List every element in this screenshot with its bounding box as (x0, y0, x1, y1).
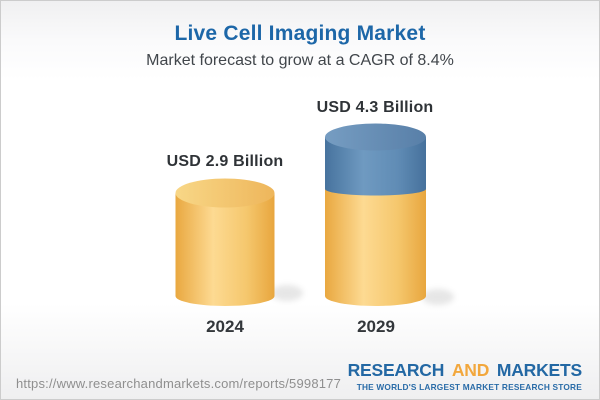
logo-word-and: AND (451, 360, 490, 380)
report-url: https://www.researchandmarkets.com/repor… (16, 376, 342, 391)
bar-2029 (325, 123, 426, 306)
value-label-2024: USD 2.9 Billion (166, 153, 284, 170)
bar-2029-shadow (422, 289, 454, 305)
bar-2024 (175, 178, 275, 306)
research-and-markets-logo: RESEARCH AND MARKETS THE WORLD'S LARGEST… (347, 360, 583, 392)
bar-2029-base-segment (325, 187, 426, 306)
bar-2029-growth-segment (325, 137, 426, 196)
logo-word-research: RESEARCH (347, 360, 445, 380)
chart-subtitle: Market forecast to grow at a CAGR of 8.4… (146, 52, 454, 69)
logo-tagline: THE WORLD'S LARGEST MARKET RESEARCH STOR… (356, 381, 582, 392)
bar-2024-shadow (271, 285, 303, 301)
bar-2024-top-face (175, 178, 275, 208)
category-label-2024: 2024 (206, 317, 244, 336)
category-label-2029: 2029 (357, 317, 395, 336)
logo-wordmark: RESEARCH AND MARKETS (347, 360, 583, 380)
chart-title: Live Cell Imaging Market (174, 22, 426, 45)
logo-word-markets: MARKETS (496, 360, 582, 380)
bar-2024-body (175, 193, 275, 306)
bar-2029-top-face (325, 123, 426, 151)
value-label-2029: USD 4.3 Billion (316, 99, 434, 116)
